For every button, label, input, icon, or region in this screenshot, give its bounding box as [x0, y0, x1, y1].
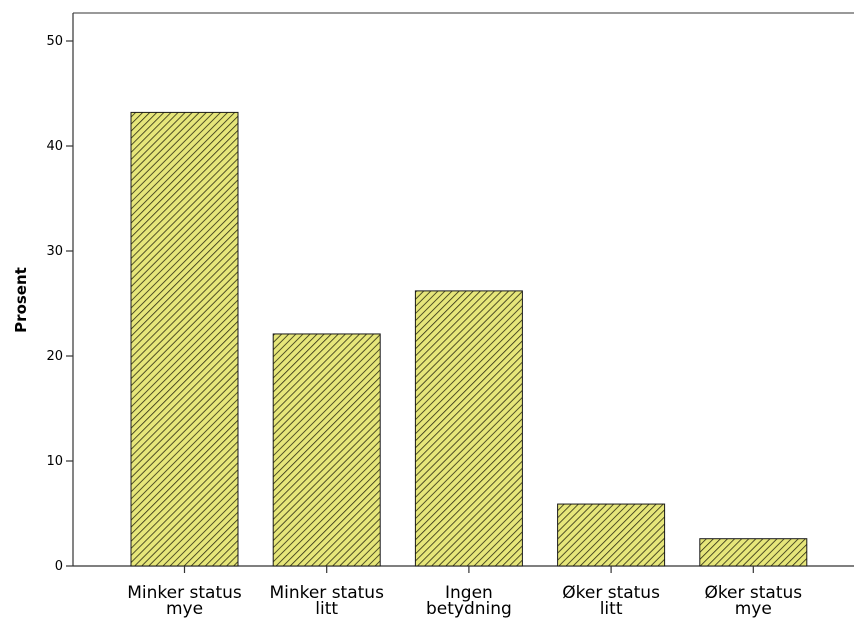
- x-tick-label: Minker status: [127, 583, 242, 603]
- x-tick-label: Ingen: [445, 583, 493, 603]
- y-axis-title: Prosent: [12, 267, 30, 333]
- bar: [414, 290, 523, 567]
- x-tick-label: mye: [166, 599, 203, 619]
- x-tick-label: Minker status: [269, 583, 384, 603]
- y-tick-label: 40: [46, 139, 63, 154]
- bar: [272, 333, 381, 567]
- x-tick-label: mye: [735, 599, 772, 619]
- x-tick-label: betydning: [426, 599, 512, 619]
- y-axis-ticks: 0 10 20 30 40 50: [46, 34, 73, 574]
- x-tick-label: litt: [315, 599, 338, 619]
- y-tick-label: 10: [46, 454, 63, 469]
- bar: [699, 538, 808, 567]
- bar: [130, 111, 239, 567]
- x-tick-label: Øker status: [704, 583, 802, 603]
- x-tick-label: litt: [600, 599, 623, 619]
- x-tick-label: Øker status: [562, 583, 660, 603]
- y-tick-label: 30: [46, 244, 63, 259]
- bars-group: [130, 111, 808, 567]
- y-tick-label: 0: [55, 559, 63, 574]
- y-tick-label: 20: [46, 349, 63, 364]
- y-tick-label: 50: [46, 34, 63, 49]
- bar: [557, 503, 666, 567]
